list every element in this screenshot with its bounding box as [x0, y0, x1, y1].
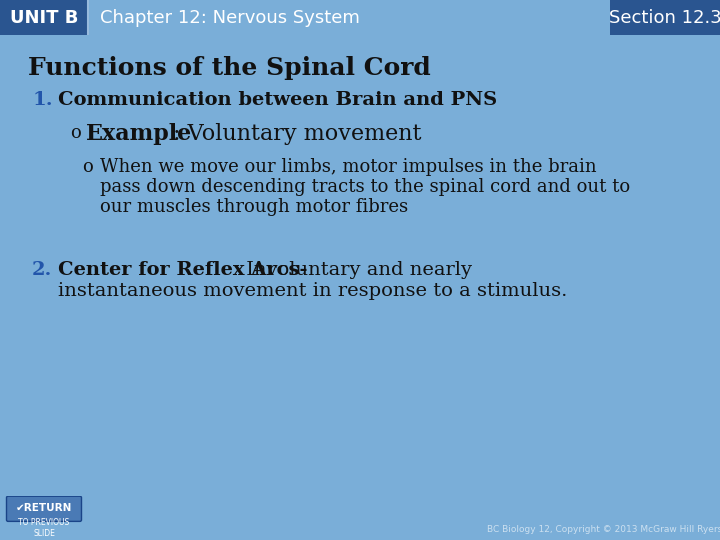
Text: Communication between Brain and PNS: Communication between Brain and PNS [58, 91, 498, 109]
Text: 2.: 2. [32, 261, 53, 279]
Text: : Voluntary movement: : Voluntary movement [173, 123, 421, 145]
FancyBboxPatch shape [6, 496, 81, 522]
Text: o: o [70, 124, 81, 141]
Text: 1.: 1. [32, 91, 53, 109]
Text: our muscles through motor fibres: our muscles through motor fibres [100, 198, 408, 215]
Text: pass down descending tracts to the spinal cord and out to: pass down descending tracts to the spina… [100, 178, 630, 195]
Text: UNIT B: UNIT B [10, 9, 78, 26]
Text: ✔RETURN: ✔RETURN [16, 503, 72, 513]
Text: instantaneous movement in response to a stimulus.: instantaneous movement in response to a … [58, 282, 567, 300]
Text: Center for Reflex Arcs-: Center for Reflex Arcs- [58, 261, 307, 279]
Bar [0, 0, 88, 35]
Bar [10, 36, 18, 496]
Text: Involuntary and nearly: Involuntary and nearly [240, 261, 472, 279]
Text: Functions of the Spinal Cord: Functions of the Spinal Cord [28, 56, 431, 79]
Text: Example: Example [86, 123, 192, 145]
Text: o: o [82, 158, 93, 176]
Text: Section 12.3: Section 12.3 [608, 9, 720, 26]
Bar [610, 0, 720, 35]
Text: TO PREVIOUS
SLIDE: TO PREVIOUS SLIDE [19, 518, 70, 538]
Text: When we move our limbs, motor impulses in the brain: When we move our limbs, motor impulses i… [100, 158, 597, 176]
Text: Chapter 12: Nervous System: Chapter 12: Nervous System [100, 9, 360, 26]
Text: BC Biology 12, Copyright © 2013 McGraw Hill Ryerson Ltd.: BC Biology 12, Copyright © 2013 McGraw H… [487, 525, 720, 535]
